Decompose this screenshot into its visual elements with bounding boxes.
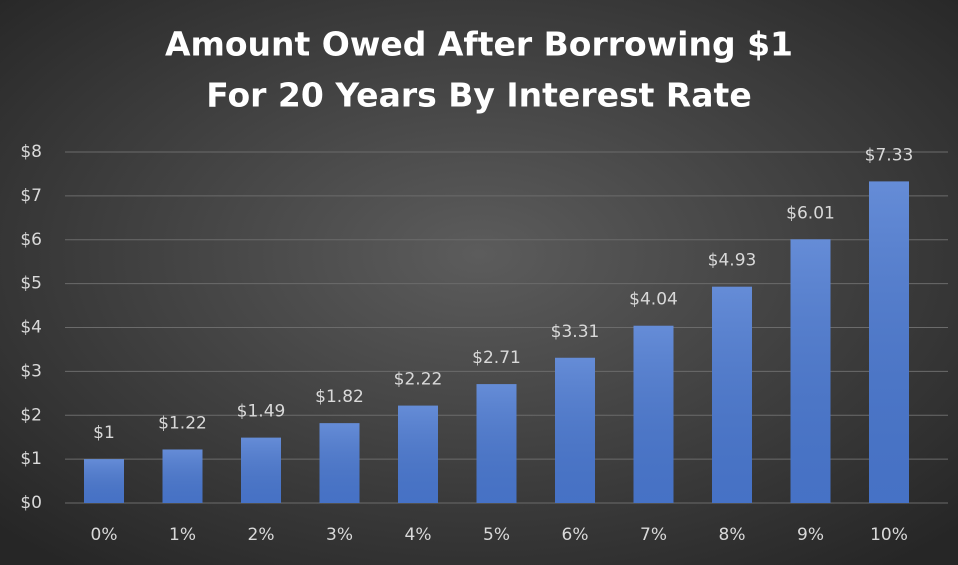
- chart-title: Amount Owed After Borrowing $1: [165, 25, 793, 64]
- bar: [633, 325, 674, 503]
- y-tick-label: $6: [20, 230, 42, 250]
- bar: [241, 437, 281, 503]
- data-label: $1: [93, 423, 115, 443]
- x-tick-label: 1%: [169, 525, 196, 545]
- data-label: $3.31: [551, 322, 600, 342]
- y-tick-label: $1: [20, 449, 42, 469]
- data-label: $2.71: [472, 348, 521, 368]
- y-tick-label: $5: [20, 274, 42, 294]
- y-tick-label: $7: [20, 186, 42, 206]
- data-label: $1.49: [237, 402, 286, 422]
- x-tick-label: 0%: [91, 525, 118, 545]
- x-tick-label: 6%: [562, 525, 589, 545]
- x-tick-label: 5%: [483, 525, 510, 545]
- bar: [84, 459, 124, 503]
- data-label: $4.93: [708, 251, 757, 271]
- x-tick-label: 9%: [797, 525, 824, 545]
- y-tick-label: $0: [20, 493, 42, 513]
- bar: [476, 384, 517, 503]
- x-tick-label: 3%: [326, 525, 353, 545]
- chart-title: For 20 Years By Interest Rate: [206, 76, 751, 115]
- bar: [712, 286, 752, 503]
- y-tick-label: $2: [20, 405, 42, 425]
- data-label: $2.22: [394, 370, 443, 390]
- bar: [319, 423, 360, 503]
- x-tick-label: 8%: [719, 525, 746, 545]
- data-label: $1.22: [158, 413, 207, 433]
- y-tick-label: $4: [20, 318, 42, 338]
- data-label: $4.04: [629, 290, 678, 310]
- x-tick-label: 2%: [248, 525, 275, 545]
- bar: [162, 449, 203, 503]
- bar: [398, 405, 438, 503]
- x-tick-label: 7%: [640, 525, 667, 545]
- y-tick-label: $3: [20, 361, 42, 381]
- y-tick-label: $8: [20, 142, 42, 162]
- data-label: $1.82: [315, 387, 364, 407]
- x-tick-label: 10%: [870, 525, 908, 545]
- bar: [869, 181, 909, 504]
- data-label: $6.01: [786, 203, 835, 223]
- data-label: $7.33: [865, 145, 914, 165]
- bar: [555, 357, 595, 503]
- x-tick-label: 4%: [405, 525, 432, 545]
- bar: [790, 239, 831, 503]
